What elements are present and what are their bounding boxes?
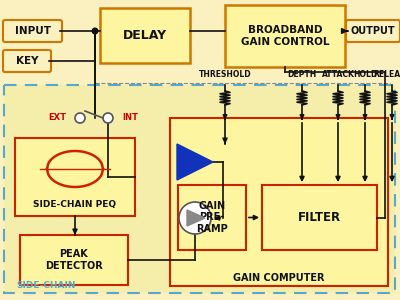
- Circle shape: [103, 113, 113, 123]
- Text: PEAK
DETECTOR: PEAK DETECTOR: [45, 249, 103, 271]
- Bar: [225, 5, 345, 67]
- Text: INPUT: INPUT: [14, 26, 50, 36]
- Text: BROADBAND
GAIN CONTROL: BROADBAND GAIN CONTROL: [241, 25, 329, 47]
- Text: GAIN
PRE-
RAMP: GAIN PRE- RAMP: [196, 201, 228, 234]
- Text: ATTACK: ATTACK: [322, 70, 354, 79]
- Text: INT: INT: [122, 113, 138, 122]
- Bar: [178, 185, 246, 250]
- Bar: [4, 85, 395, 293]
- Polygon shape: [177, 144, 213, 180]
- Text: EXT: EXT: [48, 113, 66, 122]
- FancyBboxPatch shape: [3, 50, 51, 72]
- Circle shape: [179, 202, 211, 234]
- Bar: [15, 138, 135, 216]
- Text: DELAY: DELAY: [123, 29, 167, 42]
- Bar: [262, 185, 377, 250]
- Text: RELEASE: RELEASE: [373, 70, 400, 79]
- Text: FILTER: FILTER: [298, 211, 341, 224]
- Bar: [100, 8, 190, 63]
- FancyBboxPatch shape: [3, 20, 62, 42]
- Text: THRESHOLD: THRESHOLD: [199, 70, 251, 79]
- Text: OUTPUT: OUTPUT: [351, 26, 395, 36]
- Circle shape: [92, 28, 98, 34]
- Text: SIDE-CHAIN: SIDE-CHAIN: [16, 281, 76, 290]
- Text: HOLD: HOLD: [353, 70, 377, 79]
- Text: KEY: KEY: [16, 56, 38, 66]
- FancyBboxPatch shape: [346, 20, 400, 42]
- Polygon shape: [187, 210, 205, 226]
- Text: SIDE-CHAIN PEQ: SIDE-CHAIN PEQ: [34, 200, 116, 208]
- Text: DEPTH: DEPTH: [287, 70, 317, 79]
- Circle shape: [75, 113, 85, 123]
- Bar: [170, 118, 388, 286]
- Bar: [20, 235, 128, 285]
- Text: GAIN COMPUTER: GAIN COMPUTER: [233, 273, 325, 283]
